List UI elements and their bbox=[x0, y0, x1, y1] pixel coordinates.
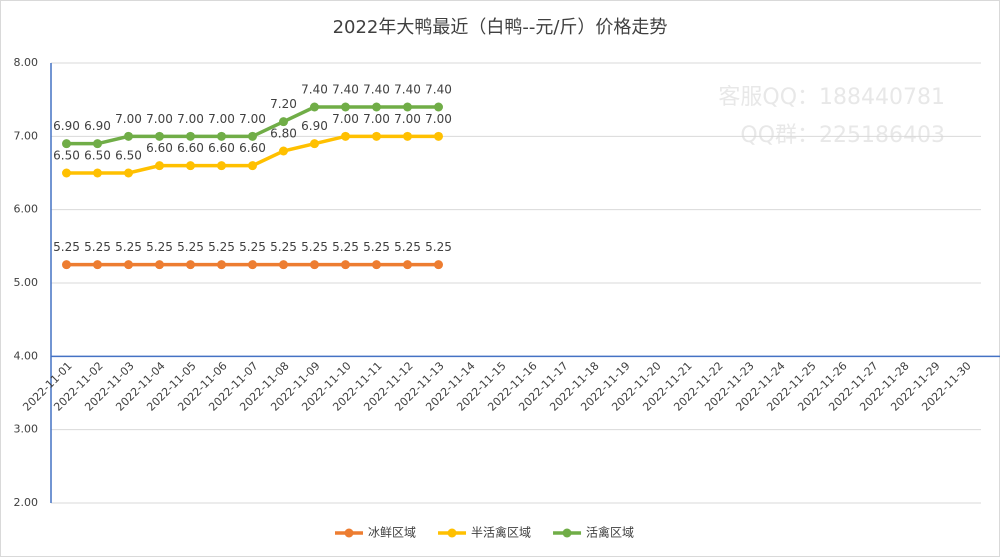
point bbox=[62, 168, 71, 178]
legend-label: 冰鲜区域 bbox=[368, 526, 416, 540]
watermark: 客服QQ：188440781 bbox=[718, 85, 945, 110]
y-tick-label: 7.00 bbox=[14, 129, 39, 142]
point bbox=[186, 260, 195, 270]
point bbox=[372, 260, 381, 270]
point bbox=[310, 260, 319, 270]
point bbox=[341, 260, 350, 270]
y-tick-label: 3.00 bbox=[14, 423, 39, 436]
data-label: 5.25 bbox=[146, 240, 173, 254]
point bbox=[93, 168, 102, 178]
data-label: 7.00 bbox=[239, 112, 266, 126]
data-label: 7.00 bbox=[208, 112, 235, 126]
data-label: 5.25 bbox=[239, 240, 266, 254]
point bbox=[186, 131, 195, 141]
y-tick-label: 2.00 bbox=[14, 496, 39, 509]
data-label: 7.20 bbox=[270, 97, 297, 111]
data-label: 5.25 bbox=[363, 240, 390, 254]
data-label: 7.40 bbox=[425, 83, 452, 97]
legend-marker bbox=[562, 528, 572, 538]
data-label: 7.40 bbox=[301, 83, 328, 97]
point bbox=[341, 131, 350, 141]
point bbox=[155, 131, 164, 141]
data-label: 7.00 bbox=[146, 112, 173, 126]
data-label: 7.00 bbox=[332, 112, 359, 126]
point bbox=[124, 168, 133, 178]
chart-title: 2022年大鸭最近（白鸭--元/斤）价格走势 bbox=[333, 17, 668, 38]
data-label: 6.90 bbox=[53, 119, 80, 133]
data-label: 6.50 bbox=[115, 149, 142, 163]
point bbox=[186, 161, 195, 171]
data-label: 7.00 bbox=[115, 112, 142, 126]
data-label: 6.50 bbox=[84, 149, 111, 163]
data-label: 6.50 bbox=[53, 149, 80, 163]
data-label: 5.25 bbox=[332, 240, 359, 254]
data-label: 7.40 bbox=[394, 83, 421, 97]
data-label: 7.00 bbox=[177, 112, 204, 126]
point bbox=[434, 102, 443, 112]
data-label: 6.90 bbox=[301, 119, 328, 133]
data-label: 7.00 bbox=[363, 112, 390, 126]
point bbox=[217, 131, 226, 141]
point bbox=[403, 131, 412, 141]
data-label: 5.25 bbox=[425, 240, 452, 254]
point bbox=[372, 102, 381, 112]
point bbox=[403, 260, 412, 270]
data-label: 6.60 bbox=[177, 141, 204, 155]
point bbox=[248, 131, 257, 141]
data-label: 5.25 bbox=[177, 240, 204, 254]
point bbox=[341, 102, 350, 112]
data-label: 5.25 bbox=[208, 240, 235, 254]
data-label: 5.25 bbox=[53, 240, 80, 254]
data-label: 7.40 bbox=[363, 83, 390, 97]
y-tick-label: 4.00 bbox=[14, 349, 39, 362]
point bbox=[155, 161, 164, 171]
point bbox=[403, 102, 412, 112]
point bbox=[248, 260, 257, 270]
data-label: 6.90 bbox=[84, 119, 111, 133]
point bbox=[248, 161, 257, 171]
data-label: 7.40 bbox=[332, 83, 359, 97]
point bbox=[155, 260, 164, 270]
point bbox=[124, 131, 133, 141]
data-label: 7.00 bbox=[425, 112, 452, 126]
point bbox=[434, 131, 443, 141]
data-label: 6.80 bbox=[270, 127, 297, 141]
point bbox=[434, 260, 443, 270]
point bbox=[217, 260, 226, 270]
data-label: 6.60 bbox=[239, 141, 266, 155]
point bbox=[124, 260, 133, 270]
point bbox=[93, 139, 102, 149]
data-label: 7.00 bbox=[394, 112, 421, 126]
data-label: 6.60 bbox=[208, 141, 235, 155]
data-label: 6.60 bbox=[146, 141, 173, 155]
legend-marker bbox=[344, 528, 354, 538]
point bbox=[279, 260, 288, 270]
point bbox=[372, 131, 381, 141]
legend-marker bbox=[447, 528, 457, 538]
data-label: 5.25 bbox=[394, 240, 421, 254]
point bbox=[62, 260, 71, 270]
point bbox=[217, 161, 226, 171]
data-label: 5.25 bbox=[301, 240, 328, 254]
data-label: 5.25 bbox=[84, 240, 111, 254]
legend-label: 半活禽区域 bbox=[471, 525, 531, 540]
point bbox=[310, 102, 319, 112]
data-label: 5.25 bbox=[115, 240, 142, 254]
point bbox=[93, 260, 102, 270]
y-tick-label: 8.00 bbox=[14, 56, 39, 69]
y-tick-label: 5.00 bbox=[14, 276, 39, 289]
point bbox=[62, 139, 71, 149]
point bbox=[279, 146, 288, 156]
y-tick-label: 6.00 bbox=[14, 203, 39, 216]
point bbox=[279, 117, 288, 127]
data-label: 5.25 bbox=[270, 240, 297, 254]
watermark: QQ群：225186403 bbox=[740, 123, 945, 148]
point bbox=[310, 139, 319, 149]
legend-label: 活禽区域 bbox=[586, 525, 634, 540]
